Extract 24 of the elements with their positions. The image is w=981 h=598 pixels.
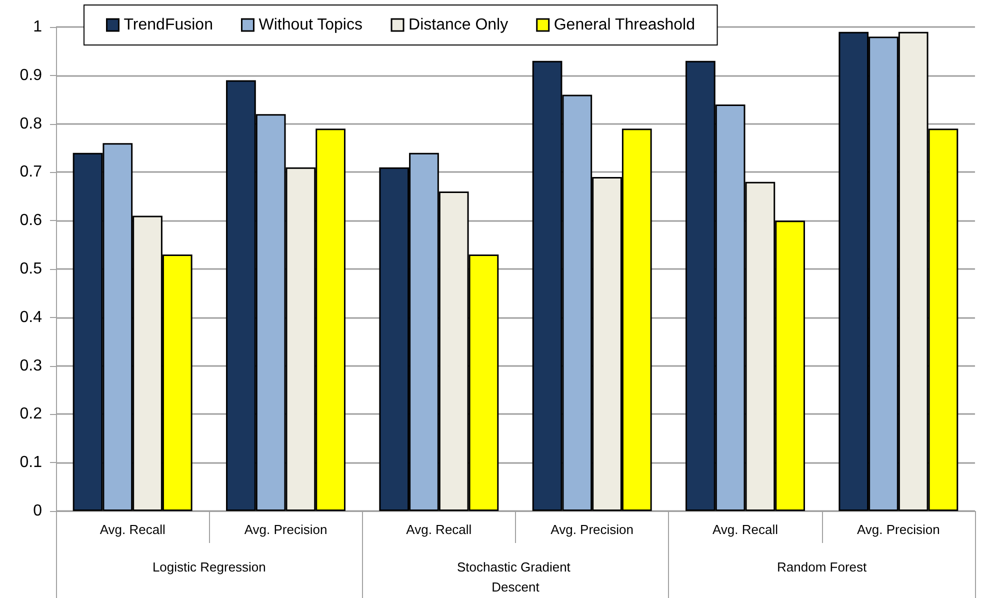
text: Logistic Regression [152, 560, 266, 574]
y-tick-label: 0.8 [20, 115, 42, 132]
y-tick-label: 0.5 [20, 260, 42, 278]
y-tick-label: 0 [33, 502, 42, 520]
legend-label: Distance Only [408, 16, 508, 34]
x-tick-label: Avg. Recall [406, 522, 472, 537]
text: Stochastic Gradient Descent [456, 560, 574, 594]
text: Random Forest [777, 560, 868, 574]
y-tick-label: 0.1 [20, 454, 42, 472]
legend-label: TrendFusion [124, 16, 213, 34]
x-tick-label: Avg. Precision [244, 522, 328, 537]
y-tick-label: 0.3 [20, 357, 42, 374]
legend-label: Without Topics [258, 16, 362, 34]
y-tick-label: 0.6 [20, 212, 42, 230]
y-tick-label: 0.4 [20, 308, 42, 326]
x-tick-label: Avg. Recall [100, 522, 166, 537]
y-tick-label: 1 [33, 18, 42, 36]
x-tick-label: Avg. Recall [712, 522, 778, 537]
legend-label: General Threashold [554, 16, 695, 34]
y-tick-label: 0.7 [20, 164, 42, 181]
x-tick-label: Avg. Precision [856, 522, 940, 537]
x-tick-label: Avg. Precision [550, 522, 634, 537]
y-tick-label: 0.2 [20, 406, 42, 423]
y-tick-label: 0.9 [20, 66, 42, 84]
